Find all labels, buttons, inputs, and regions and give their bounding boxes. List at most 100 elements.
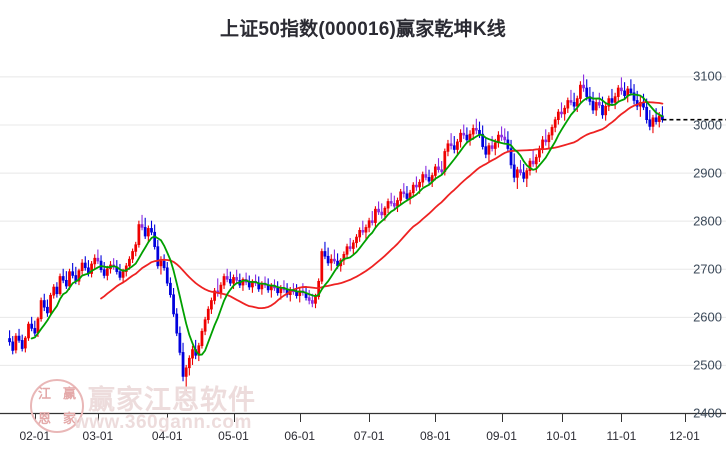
candlestick xyxy=(17,328,21,343)
candlestick xyxy=(156,239,160,269)
candlestick xyxy=(522,163,526,183)
x-axis-tick-label: 09-01 xyxy=(486,429,517,443)
candlestick xyxy=(377,201,380,215)
candlestick xyxy=(134,241,138,257)
candlestick xyxy=(30,316,34,332)
candlestick xyxy=(620,77,623,95)
candlestick xyxy=(560,102,563,118)
candlestick xyxy=(437,158,440,173)
candlestick xyxy=(456,138,459,156)
y-axis-tick-label: 2500 xyxy=(693,357,722,373)
candlestick xyxy=(323,241,327,260)
candlestick xyxy=(374,206,377,228)
candlestick xyxy=(137,220,141,248)
candlestick xyxy=(222,273,226,289)
candlestick xyxy=(629,79,633,96)
x-axis-tick-label: 05-01 xyxy=(218,429,249,443)
candlestick xyxy=(556,109,560,125)
candlestick xyxy=(165,262,169,287)
x-axis-tick-label: 06-01 xyxy=(284,429,316,443)
candlestick xyxy=(553,116,557,133)
candlestick xyxy=(329,254,333,271)
candlestick xyxy=(367,217,371,233)
candlestick xyxy=(351,239,355,255)
candlestick xyxy=(361,220,365,236)
candlestick xyxy=(345,243,349,259)
candlestick xyxy=(503,128,507,144)
candlestick xyxy=(424,165,428,181)
candlestick xyxy=(187,355,191,376)
candlestick xyxy=(307,289,311,305)
candlestick xyxy=(462,124,466,139)
candlestick xyxy=(8,330,11,346)
candlestick xyxy=(181,342,185,382)
candlestick xyxy=(481,125,485,150)
candlestick xyxy=(178,326,182,356)
candlestick xyxy=(83,256,87,271)
candlestick xyxy=(484,137,488,159)
candlestick xyxy=(14,333,18,354)
candlestick xyxy=(519,160,522,176)
candlestick xyxy=(52,284,56,299)
candlestick xyxy=(399,188,403,205)
candlestick xyxy=(465,127,469,144)
y-axis-tick-label: 2700 xyxy=(693,261,722,277)
ma-slow-line xyxy=(100,101,664,310)
candlestick xyxy=(421,171,425,188)
candlestick xyxy=(654,108,658,125)
candlestick xyxy=(604,103,608,121)
candlestick xyxy=(613,92,617,110)
candlestick xyxy=(547,132,551,149)
candlestick xyxy=(364,224,368,239)
y-axis-tick-label: 3100 xyxy=(693,68,722,84)
y-axis-tick-label: 2400 xyxy=(693,405,722,421)
candlestick xyxy=(27,321,30,341)
candlestick xyxy=(33,320,37,337)
candlestick xyxy=(380,203,384,219)
candlestick xyxy=(42,293,46,312)
candlestick xyxy=(140,214,144,231)
candlestick xyxy=(515,166,519,189)
candlestick xyxy=(23,336,27,353)
candlestick xyxy=(459,129,462,148)
candlestick xyxy=(191,345,194,365)
candlestick xyxy=(184,364,188,394)
candlestick xyxy=(585,79,589,101)
candlestick xyxy=(172,287,175,317)
candlestick xyxy=(58,273,62,296)
candlestick xyxy=(225,268,229,283)
x-axis-tick-label: 07-01 xyxy=(353,429,385,443)
x-axis-tick-label: 10-01 xyxy=(546,429,577,443)
candlestick xyxy=(169,277,172,298)
candlestick xyxy=(616,85,620,102)
candlestick xyxy=(358,227,362,242)
candlestick xyxy=(213,287,216,305)
candlestick xyxy=(77,268,81,286)
candlestick xyxy=(597,92,601,109)
candlestick xyxy=(433,163,437,181)
candlestick xyxy=(175,308,179,337)
candlestick xyxy=(200,328,204,349)
candlestick xyxy=(46,299,49,317)
candlestick xyxy=(449,133,453,150)
candlestick xyxy=(206,306,210,324)
candlestick xyxy=(490,136,494,152)
x-axis-tick-label: 08-01 xyxy=(419,429,451,443)
candlestick xyxy=(525,167,529,188)
candlestick xyxy=(569,89,573,106)
candlestick xyxy=(512,153,516,183)
candlestick xyxy=(131,248,134,263)
candlestick xyxy=(582,74,585,92)
candlestick xyxy=(49,292,52,316)
candlestick xyxy=(61,268,65,284)
candlestick xyxy=(623,82,626,100)
x-axis-tick-label: 04-01 xyxy=(151,429,183,443)
candlestick xyxy=(487,142,491,163)
candlestick xyxy=(572,92,576,111)
candlestick xyxy=(471,124,475,140)
